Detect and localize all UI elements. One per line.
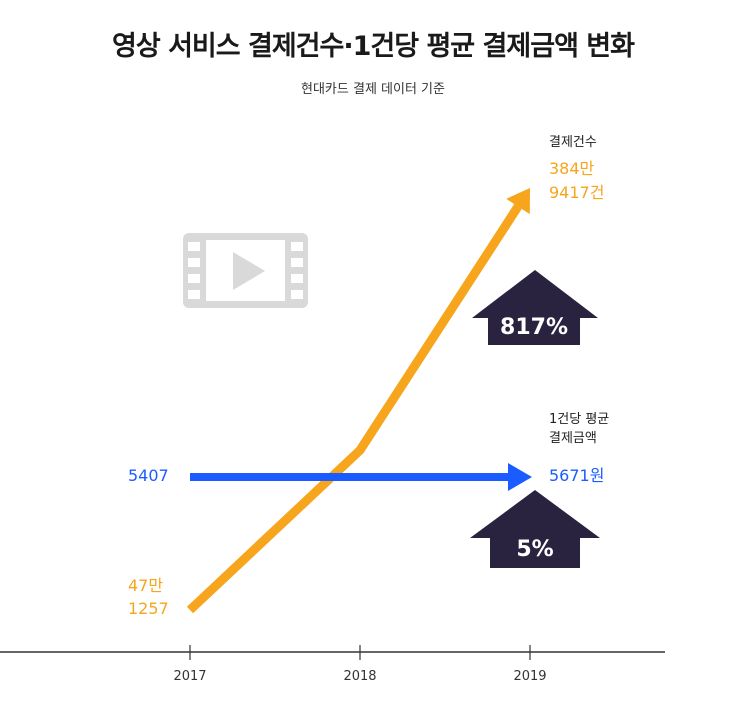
count-end-label-2: 9417건 xyxy=(549,183,605,202)
count-end-label-1: 384만 xyxy=(549,159,595,178)
avg-series-title-1: 1건당 평균 xyxy=(549,412,610,427)
avg-series-title-2: 결제금액 xyxy=(549,431,597,446)
avg-start-label: 5407 xyxy=(128,466,169,485)
count-series-title: 결제건수 xyxy=(549,135,597,150)
up-arrow-icon-817: 817% xyxy=(472,270,598,345)
chart-subtitle: 현대카드 결제 데이터 기준 xyxy=(301,82,445,97)
count-start-label-2: 1257 xyxy=(128,599,169,618)
video-film-play-icon xyxy=(183,233,308,308)
x-tick-label: 2018 xyxy=(343,669,376,684)
avg-end-label: 5671원 xyxy=(549,466,605,485)
count-series-line xyxy=(186,204,522,614)
annotation-5: 5% xyxy=(516,537,553,562)
x-tick-label: 2017 xyxy=(173,669,206,684)
up-arrow-icon-5: 5% xyxy=(470,490,600,568)
count-series-arrowhead xyxy=(506,188,530,215)
count-start-label-1: 47만 xyxy=(128,576,164,595)
x-tick-label: 2019 xyxy=(513,669,546,684)
chart-title: 영상 서비스 결제건수·1건당 평균 결제금액 변화 xyxy=(111,31,635,62)
avg-series-arrowhead xyxy=(508,463,532,491)
annotation-817: 817% xyxy=(500,315,568,340)
